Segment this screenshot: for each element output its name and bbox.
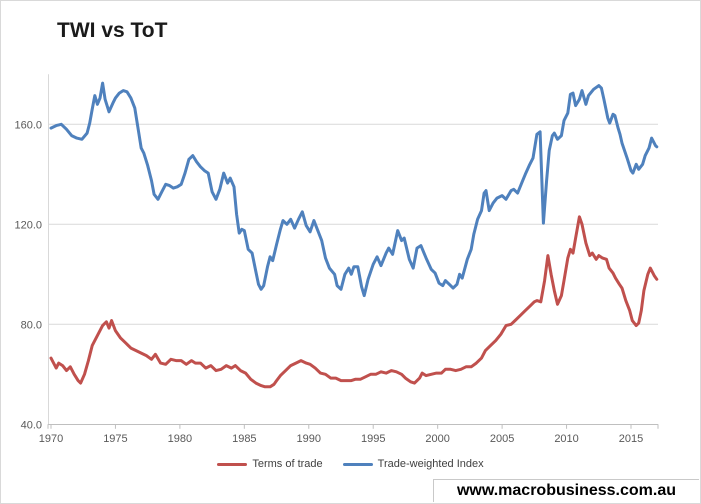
legend-label-terms-of-trade: Terms of trade [252, 458, 323, 470]
x-tick-label: 1980 [168, 433, 192, 445]
x-tick-label: 1975 [103, 433, 127, 445]
y-tick-label: 80.0 [21, 319, 42, 331]
x-tick-label: 2010 [554, 433, 578, 445]
watermark: www.macrobusiness.com.au [433, 479, 699, 502]
y-tick-label: 160.0 [14, 119, 42, 131]
page-title: TWI vs ToT [57, 19, 168, 42]
trade-weighted-index-line [49, 81, 659, 298]
terms-of-trade-line [49, 215, 659, 389]
x-tick-label: 1990 [297, 433, 321, 445]
y-tick-label: 40.0 [21, 419, 42, 431]
x-tick-label: 2015 [619, 433, 643, 445]
x-tick-label: 1970 [39, 433, 63, 445]
x-tick-label: 2005 [490, 433, 514, 445]
x-tick-label: 1985 [232, 433, 256, 445]
legend-item-trade-weighted-index: Trade-weighted Index [342, 458, 484, 470]
legend-item-terms-of-trade: Terms of trade [217, 458, 323, 470]
terms-of-trade-line-swatch [217, 462, 248, 466]
y-tick-label: 120.0 [14, 219, 42, 231]
trade-weighted-index-line-swatch [342, 462, 373, 466]
x-tick-label: 2000 [425, 433, 449, 445]
x-tick-label: 1995 [361, 433, 385, 445]
chart-legend: Terms of trade Trade-weighted Index [1, 458, 700, 470]
legend-label-trade-weighted-index: Trade-weighted Index [377, 458, 484, 470]
